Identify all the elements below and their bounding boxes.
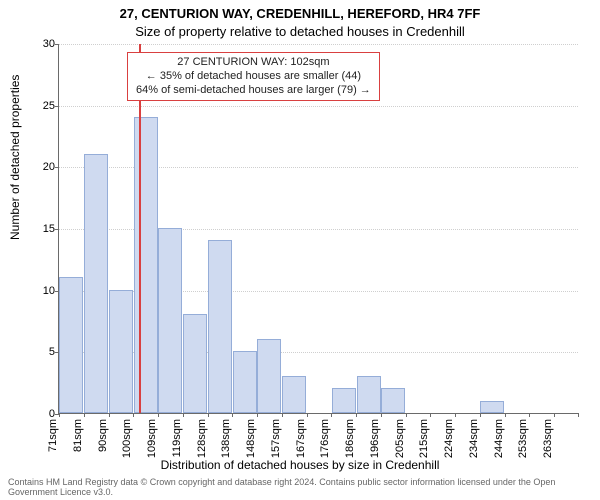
histogram-bar [183, 314, 207, 413]
histogram-bar [357, 376, 381, 413]
histogram-bar [208, 240, 232, 413]
x-tick-mark [208, 413, 209, 417]
chart-title-line2: Size of property relative to detached ho… [0, 24, 600, 39]
x-tick-mark [133, 413, 134, 417]
x-tick-mark [84, 413, 85, 417]
gridline [59, 44, 578, 45]
y-tick-label: 20 [31, 161, 55, 173]
x-tick-mark [356, 413, 357, 417]
x-tick-label: 215sqm [418, 419, 430, 458]
y-tick-mark [55, 106, 59, 107]
x-tick-label: 138sqm [220, 419, 232, 458]
y-tick-label: 15 [31, 223, 55, 235]
x-tick-mark [554, 413, 555, 417]
x-tick-mark [307, 413, 308, 417]
annotation-box: 27 CENTURION WAY: 102sqm ← 35% of detach… [127, 52, 380, 101]
y-tick-label: 10 [31, 285, 55, 297]
x-tick-mark [183, 413, 184, 417]
histogram-bar [332, 388, 356, 413]
x-tick-mark [282, 413, 283, 417]
histogram-bar [381, 388, 405, 413]
x-tick-label: 128sqm [196, 419, 208, 458]
annotation-line-3: 64% of semi-detached houses are larger (… [136, 84, 371, 98]
plot-area: 05101520253071sqm81sqm90sqm100sqm109sqm1… [58, 44, 578, 414]
y-tick-mark [55, 229, 59, 230]
x-tick-mark [331, 413, 332, 417]
y-tick-label: 5 [31, 346, 55, 358]
y-tick-label: 30 [31, 38, 55, 50]
x-tick-mark [430, 413, 431, 417]
x-tick-mark [505, 413, 506, 417]
histogram-bar [257, 339, 281, 413]
histogram-bar [134, 117, 158, 413]
chart-container: 27, CENTURION WAY, CREDENHILL, HEREFORD,… [0, 0, 600, 500]
x-tick-label: 81sqm [72, 419, 84, 452]
x-tick-label: 244sqm [493, 419, 505, 458]
gridline [59, 106, 578, 107]
x-tick-label: 186sqm [344, 419, 356, 458]
x-tick-label: 167sqm [295, 419, 307, 458]
x-tick-mark [406, 413, 407, 417]
x-tick-mark [59, 413, 60, 417]
histogram-bar [84, 154, 108, 413]
histogram-bar [59, 277, 83, 413]
x-tick-mark [158, 413, 159, 417]
x-tick-mark [480, 413, 481, 417]
x-tick-mark [381, 413, 382, 417]
x-tick-label: 157sqm [270, 419, 282, 458]
x-tick-label: 205sqm [394, 419, 406, 458]
histogram-bar [109, 290, 133, 413]
y-tick-mark [55, 167, 59, 168]
x-tick-label: 100sqm [121, 419, 133, 458]
x-tick-label: 109sqm [146, 419, 158, 458]
annotation-line-1: 27 CENTURION WAY: 102sqm [136, 56, 371, 70]
x-tick-mark [257, 413, 258, 417]
x-tick-label: 148sqm [245, 419, 257, 458]
histogram-bar [282, 376, 306, 413]
x-tick-mark [109, 413, 110, 417]
footer-text: Contains HM Land Registry data © Crown c… [8, 478, 592, 498]
x-tick-label: 90sqm [97, 419, 109, 452]
x-tick-mark [578, 413, 579, 417]
x-tick-label: 263sqm [542, 419, 554, 458]
x-tick-mark [232, 413, 233, 417]
x-tick-label: 71sqm [47, 419, 59, 452]
x-tick-label: 224sqm [443, 419, 455, 458]
x-tick-label: 176sqm [319, 419, 331, 458]
x-tick-mark [455, 413, 456, 417]
chart-title-line1: 27, CENTURION WAY, CREDENHILL, HEREFORD,… [0, 6, 600, 21]
y-axis-label: Number of detached properties [8, 75, 22, 240]
x-tick-label: 253sqm [517, 419, 529, 458]
x-axis-label: Distribution of detached houses by size … [0, 458, 600, 472]
histogram-bar [233, 351, 257, 413]
x-tick-label: 234sqm [468, 419, 480, 458]
y-tick-label: 25 [31, 100, 55, 112]
histogram-bar [158, 228, 182, 413]
y-tick-mark [55, 44, 59, 45]
histogram-bar [480, 401, 504, 413]
x-tick-label: 119sqm [171, 419, 183, 457]
x-tick-label: 196sqm [369, 419, 381, 458]
x-tick-mark [529, 413, 530, 417]
annotation-line-2: ← 35% of detached houses are smaller (44… [136, 70, 371, 84]
